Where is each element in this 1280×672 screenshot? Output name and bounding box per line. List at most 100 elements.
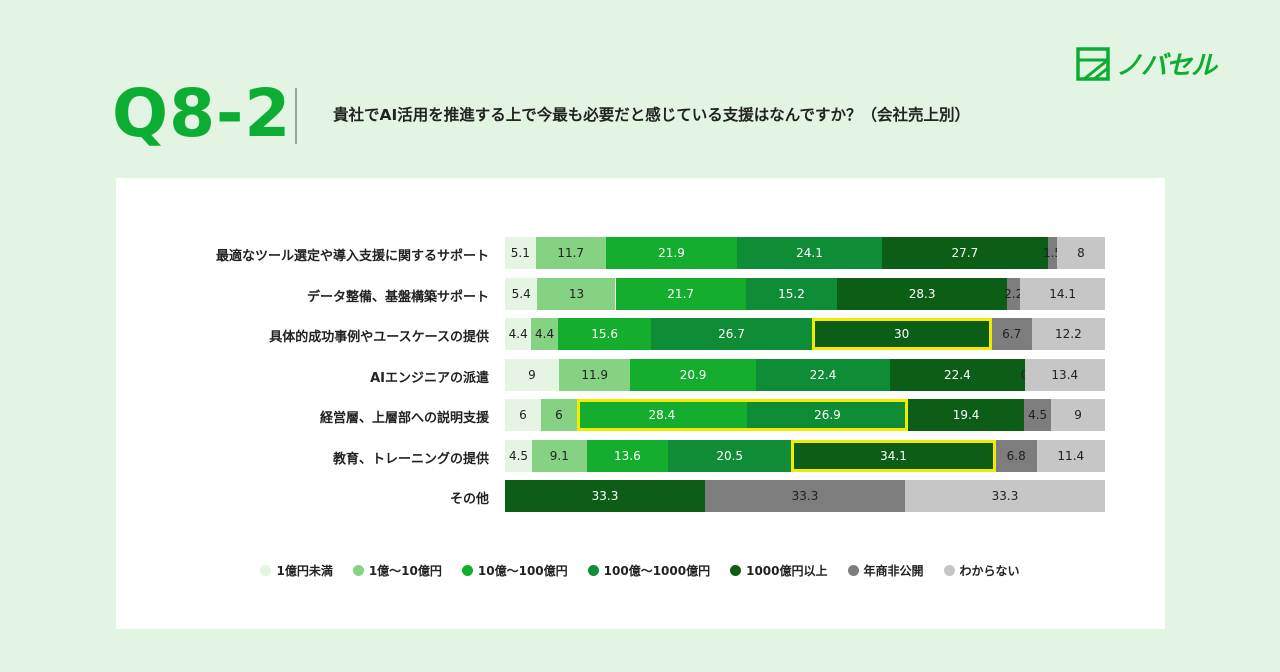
bar-segment <box>791 439 996 472</box>
bar-segment <box>1036 439 1105 472</box>
bar-segment <box>605 237 738 269</box>
data-label: 24.1 <box>796 246 823 260</box>
brand-mark-icon <box>1076 46 1110 81</box>
data-label: 13 <box>568 286 585 301</box>
data-label: 15.6 <box>591 327 618 341</box>
data-label: 33.3 <box>991 489 1019 503</box>
title-divider <box>295 88 297 144</box>
data-label: 12.2 <box>1055 327 1082 341</box>
bar-segment <box>615 277 746 310</box>
bar-segment <box>746 399 908 431</box>
bar-segment <box>705 480 905 512</box>
data-label: 22.4 <box>944 367 971 382</box>
legend-label: 年商非公開 <box>863 564 924 578</box>
legend-item: 1億〜10億円 <box>352 562 442 579</box>
bar-segment <box>576 399 747 431</box>
bar-segment <box>651 318 812 350</box>
category-label: 教育、トレーニングの提供 <box>332 451 489 467</box>
bar-segment <box>1051 399 1105 431</box>
data-label: 6 <box>519 408 527 422</box>
data-label: 4.4 <box>535 327 555 341</box>
bar-segment <box>745 277 838 310</box>
question-text: 貴社でAI活用を推進する上で今最も必要だと感じている支援はなんですか？（会社売上… <box>333 106 970 124</box>
category-label: 経営層、上層部への説明支援 <box>319 411 489 426</box>
bar-segment <box>1048 237 1057 269</box>
bar-segment <box>1031 318 1105 350</box>
bar-segment <box>1020 277 1105 310</box>
data-label: 28.3 <box>908 286 936 301</box>
bar-segment <box>532 439 587 472</box>
bar-segment <box>905 480 1105 512</box>
data-label: 13.6 <box>614 448 641 463</box>
legend-swatch <box>461 565 473 576</box>
legend-swatch <box>260 565 272 576</box>
data-label: 21.7 <box>667 286 695 301</box>
legend-swatch <box>352 565 364 576</box>
data-label: 33.3 <box>791 489 819 503</box>
data-label: 11.4 <box>1057 448 1085 463</box>
legend-swatch <box>587 565 599 576</box>
bar-segment <box>557 318 652 350</box>
bar-segment <box>1057 237 1105 269</box>
data-label: 30 <box>893 327 910 341</box>
category-label: 具体的成功事例やユースケースの提供 <box>269 330 489 345</box>
bar-segment <box>531 318 558 350</box>
legend-item: わからない <box>943 562 1020 579</box>
question-number: Q8-2 <box>112 75 292 152</box>
bar-segment <box>505 480 705 512</box>
data-label: 9 <box>1074 408 1082 422</box>
bar-segment <box>630 358 756 391</box>
legend-item: 10億〜100億円 <box>461 562 568 579</box>
legend-item: 100億〜1000億円 <box>587 562 710 579</box>
bar-segment <box>811 318 992 350</box>
legend-swatch <box>943 565 955 576</box>
data-label: 6.7 <box>1002 327 1022 341</box>
data-label: 6.8 <box>1006 448 1026 463</box>
data-label: 20.9 <box>679 367 707 382</box>
bar-segment <box>586 439 669 472</box>
data-label: 8 <box>1077 246 1085 260</box>
data-label: 11.7 <box>557 246 585 260</box>
bar-segment <box>505 439 532 472</box>
data-label: 34.1 <box>880 448 907 463</box>
data-label: 11.9 <box>581 367 609 382</box>
bar-segment <box>535 237 606 269</box>
category-label: 最適なツール選定や導入支援に関するサポート <box>215 249 489 264</box>
legend-label: 1億円未満 <box>276 564 333 578</box>
bar-segment <box>837 277 1008 310</box>
legend-label: わからない <box>959 564 1020 578</box>
legend-item: 年商非公開 <box>847 562 924 579</box>
brand-logo: ノバセル <box>1076 45 1217 82</box>
bar-segment <box>991 318 1032 350</box>
data-label: 5.4 <box>511 286 531 301</box>
bar-segment <box>668 439 792 472</box>
bar-segment <box>881 237 1048 269</box>
legend-label: 10億〜100億円 <box>477 564 568 578</box>
data-label: 5.1 <box>510 246 530 260</box>
bar-segment <box>907 399 1025 431</box>
data-label: 22.4 <box>809 367 837 382</box>
bar-segment <box>890 358 1025 391</box>
chart-legend: 1億円未満 1億〜10億円 10億〜100億円 100億〜1000億円 1000億円以上… <box>0 562 1280 579</box>
bar-segment <box>1024 358 1105 391</box>
bar-segment <box>505 399 541 431</box>
bar-segment <box>559 358 631 391</box>
category-label: AIエンジニアの派遣 <box>370 370 489 386</box>
data-label: 9.1 <box>549 448 569 463</box>
data-label: 26.7 <box>718 327 745 341</box>
data-label: 4.4 <box>508 327 528 341</box>
data-label: 28.4 <box>648 408 676 422</box>
bar-segment <box>505 277 538 310</box>
data-label: 21.9 <box>658 246 685 260</box>
legend-item: 1億円未満 <box>260 562 333 579</box>
bar-segment <box>1024 399 1052 431</box>
legend-item: 1000億円以上 <box>730 562 828 579</box>
category-label: その他 <box>449 492 489 507</box>
bar-segment <box>737 237 882 269</box>
bar-segment <box>505 358 559 391</box>
legend-swatch <box>730 565 742 576</box>
bar-segment <box>505 237 536 269</box>
data-label: 9 <box>528 367 536 382</box>
data-label: 4.5 <box>1028 408 1048 422</box>
data-label: 4.5 <box>508 448 529 463</box>
